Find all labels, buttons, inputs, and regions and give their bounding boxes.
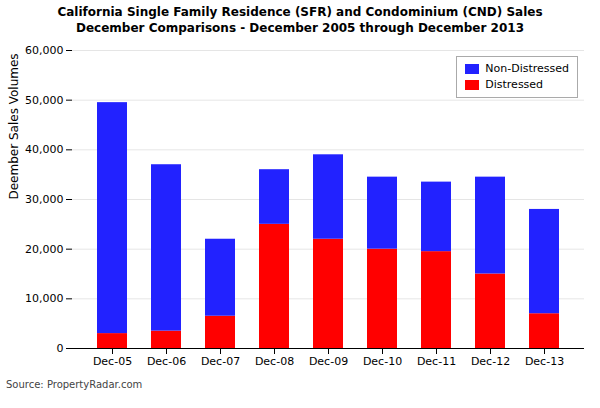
svg-text:Deember Sales Volumes: Deember Sales Volumes (7, 53, 21, 199)
svg-text:50,000: 50,000 (25, 94, 64, 107)
html-text:Non-Distressed: Non-Distressed (485, 62, 569, 75)
svg-text:Dec-13: Dec-13 (525, 355, 564, 368)
html-text:Source: PropertyRadar.com: Source: PropertyRadar.com (6, 379, 143, 390)
html-text:California Single Family Resid: California Single Family Residence (SFR)… (57, 5, 543, 19)
svg-text:Dec-12: Dec-12 (471, 355, 510, 368)
svg-text:Dec-10: Dec-10 (363, 355, 402, 368)
svg-text:Dec-06: Dec-06 (147, 355, 186, 368)
svg-text:Dec-11: Dec-11 (417, 355, 456, 368)
svg-text:0: 0 (57, 342, 64, 355)
svg-text:Dec-05: Dec-05 (93, 355, 132, 368)
svg-text:40,000: 40,000 (25, 143, 64, 156)
svg-text:10,000: 10,000 (25, 292, 64, 305)
svg-text:Dec-07: Dec-07 (201, 355, 240, 368)
svg-text:20,000: 20,000 (25, 243, 64, 256)
svg-text:30,000: 30,000 (25, 193, 64, 206)
html-text:December Comparisons - Decembe: December Comparisons - December 2005 thr… (76, 21, 524, 35)
svg-text:60,000: 60,000 (25, 44, 64, 57)
svg-text:Dec-09: Dec-09 (309, 355, 348, 368)
svg-text:Dec-08: Dec-08 (255, 355, 294, 368)
html-text:Distressed: Distressed (485, 78, 544, 91)
